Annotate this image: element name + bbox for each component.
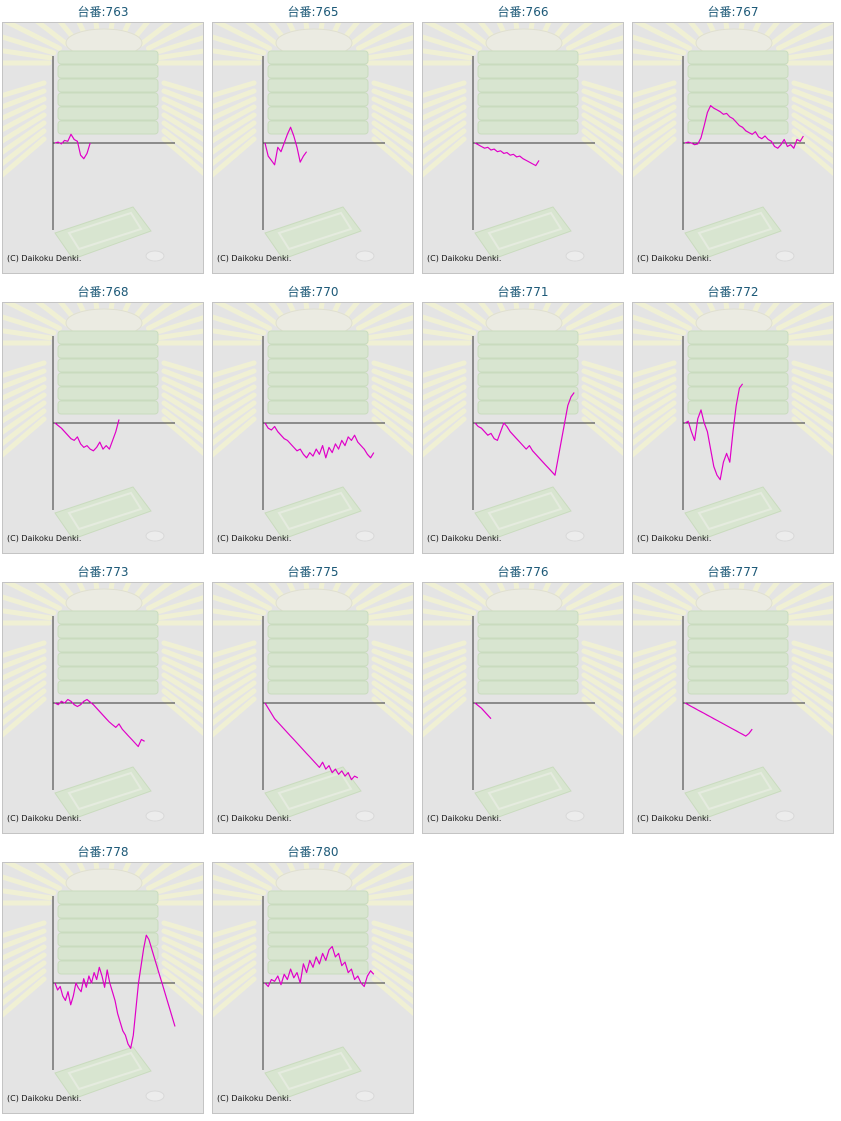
series-line [474, 142, 540, 167]
background-art [213, 303, 413, 542]
chart-cell: 台番:773 (C) Daikoku Denki. [0, 560, 206, 834]
chart-title[interactable]: 台番:766 [497, 5, 549, 19]
background-art [3, 863, 203, 1102]
chart-panel: (C) Daikoku Denki. [422, 22, 624, 274]
series-line [474, 392, 575, 476]
chart-cell: 台番:770 (C) Daikoku Denki. [210, 280, 416, 554]
copyright-text: (C) Daikoku Denki. [217, 534, 292, 543]
chart-panel: (C) Daikoku Denki. [212, 862, 414, 1114]
series-line [264, 945, 375, 988]
chart-panel: (C) Daikoku Denki. [212, 302, 414, 554]
copyright-text: (C) Daikoku Denki. [7, 1094, 82, 1103]
slump-graph [423, 23, 623, 262]
chart-cell: 台番:766 (C) Daikoku Denki. [420, 0, 626, 274]
chart-panel: (C) Daikoku Denki. [212, 22, 414, 274]
series-line [264, 702, 359, 781]
slump-graph [3, 583, 203, 822]
chart-title[interactable]: 台番:770 [287, 285, 339, 299]
chart-cell: 台番:775 (C) Daikoku Denki. [210, 560, 416, 834]
chart-panel: (C) Daikoku Denki. [212, 582, 414, 834]
copyright-text: (C) Daikoku Denki. [637, 814, 712, 823]
chart-title[interactable]: 台番:775 [287, 565, 339, 579]
chart-panel: (C) Daikoku Denki. [422, 582, 624, 834]
series-line [54, 698, 145, 748]
chart-title[interactable]: 台番:777 [707, 565, 759, 579]
chart-title[interactable]: 台番:778 [77, 845, 129, 859]
copyright-text: (C) Daikoku Denki. [217, 814, 292, 823]
chart-cell: 台番:767 (C) Daikoku Denki. [630, 0, 836, 274]
background-art [213, 863, 413, 1102]
background-art [213, 23, 413, 262]
series-line [54, 934, 176, 1049]
chart-title[interactable]: 台番:776 [497, 565, 549, 579]
background-art [423, 303, 623, 542]
copyright-text: (C) Daikoku Denki. [7, 814, 82, 823]
slump-graph [3, 23, 203, 262]
copyright-text: (C) Daikoku Denki. [7, 254, 82, 263]
background-art [633, 583, 833, 822]
slump-graph [3, 863, 203, 1102]
chart-title[interactable]: 台番:765 [287, 5, 339, 19]
chart-cell: 台番:771 (C) Daikoku Denki. [420, 280, 626, 554]
background-art [213, 583, 413, 822]
chart-panel: (C) Daikoku Denki. [2, 302, 204, 554]
chart-title[interactable]: 台番:771 [497, 285, 549, 299]
slump-graph [3, 303, 203, 542]
copyright-text: (C) Daikoku Denki. [637, 534, 712, 543]
series-line [264, 422, 375, 459]
chart-title[interactable]: 台番:767 [707, 5, 759, 19]
copyright-text: (C) Daikoku Denki. [427, 254, 502, 263]
chart-cell: 台番:778 (C) Daikoku Denki. [0, 840, 206, 1114]
chart-cell: 台番:765 (C) Daikoku Denki. [210, 0, 416, 274]
slump-graph [423, 303, 623, 542]
series-line [684, 702, 753, 737]
chart-panel: (C) Daikoku Denki. [2, 862, 204, 1114]
slump-graph [633, 23, 833, 262]
background-art [423, 583, 623, 822]
chart-panel: (C) Daikoku Denki. [632, 302, 834, 554]
chart-cell: 台番:763 (C) Daikoku Denki. [0, 0, 206, 274]
chart-panel: (C) Daikoku Denki. [2, 22, 204, 274]
chart-title[interactable]: 台番:772 [707, 285, 759, 299]
background-art [423, 23, 623, 262]
background-art [3, 583, 203, 822]
background-art [3, 303, 203, 542]
background-art [633, 23, 833, 262]
chart-panel: (C) Daikoku Denki. [422, 302, 624, 554]
background-art [633, 303, 833, 542]
chart-cell: 台番:768 (C) Daikoku Denki. [0, 280, 206, 554]
chart-cell: 台番:777 (C) Daikoku Denki. [630, 560, 836, 834]
series-line [684, 383, 744, 481]
series-line [54, 133, 91, 160]
slump-graph [633, 303, 833, 542]
chart-title[interactable]: 台番:780 [287, 845, 339, 859]
series-line [684, 104, 804, 149]
series-line [474, 702, 492, 720]
chart-panel: (C) Daikoku Denki. [632, 22, 834, 274]
slump-graph [213, 583, 413, 822]
copyright-text: (C) Daikoku Denki. [427, 814, 502, 823]
slump-graph [213, 303, 413, 542]
chart-cell: 台番:776 (C) Daikoku Denki. [420, 560, 626, 834]
copyright-text: (C) Daikoku Denki. [637, 254, 712, 263]
slump-graph [213, 23, 413, 262]
slump-graph [423, 583, 623, 822]
chart-title[interactable]: 台番:768 [77, 285, 129, 299]
copyright-text: (C) Daikoku Denki. [7, 534, 82, 543]
series-line [264, 126, 308, 166]
chart-panel: (C) Daikoku Denki. [632, 582, 834, 834]
slump-graph [633, 583, 833, 822]
background-art [3, 23, 203, 262]
chart-cell: 台番:772 (C) Daikoku Denki. [630, 280, 836, 554]
copyright-text: (C) Daikoku Denki. [427, 534, 502, 543]
chart-panel: (C) Daikoku Denki. [2, 582, 204, 834]
copyright-text: (C) Daikoku Denki. [217, 254, 292, 263]
chart-cell: 台番:780 (C) Daikoku Denki. [210, 840, 416, 1114]
copyright-text: (C) Daikoku Denki. [217, 1094, 292, 1103]
series-line [54, 419, 120, 452]
chart-title[interactable]: 台番:763 [77, 5, 129, 19]
slump-graph [213, 863, 413, 1102]
chart-title[interactable]: 台番:773 [77, 565, 129, 579]
